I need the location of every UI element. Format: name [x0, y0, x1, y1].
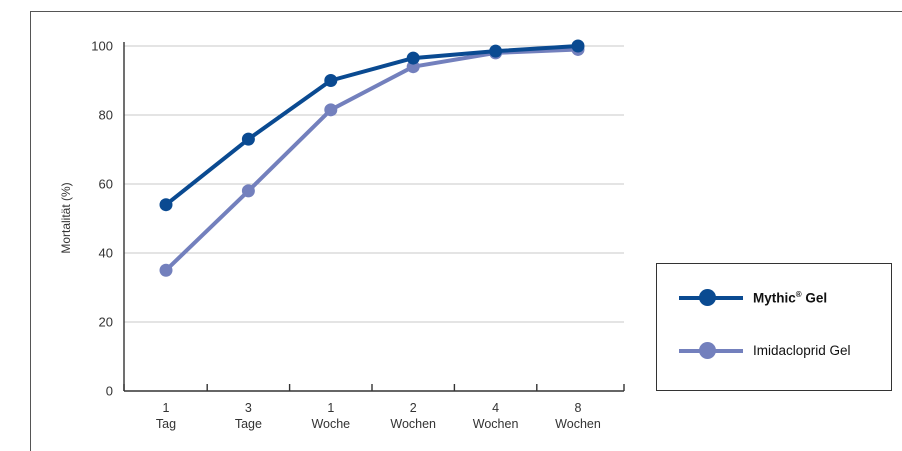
- legend-swatch-dot: [699, 289, 716, 306]
- legend-item-mythic: Mythic® Gel: [657, 286, 893, 310]
- x-tick-label: 1: [163, 401, 170, 415]
- x-tick-label: Tag: [156, 417, 176, 431]
- x-tick-label: Wochen: [390, 417, 436, 431]
- x-tick-labels: 1 Tag 3 Tage 1 Woche 2 Wochen 4 Wochen 8 Wochen: [156, 401, 601, 431]
- line-chart: 0 20 40 60 80 100 1 Tag 3 Tage 1 Woche 2 Wochen 4 Woch…: [59, 39, 625, 431]
- data-point: [241, 132, 255, 146]
- x-tick-label: 4: [492, 401, 499, 415]
- y-tick-label: 40: [99, 246, 113, 261]
- y-tick-label: 60: [99, 177, 113, 192]
- x-tick-label: Wochen: [555, 417, 601, 431]
- x-tick-label: 3: [245, 401, 252, 415]
- data-point: [159, 198, 173, 212]
- x-tick-label: Woche: [311, 417, 350, 431]
- legend-label: Imidacloprid Gel: [753, 343, 851, 358]
- axes: [123, 42, 625, 392]
- y-tick-labels: 0 20 40 60 80 100: [91, 39, 113, 399]
- legend-label: Mythic® Gel: [753, 290, 828, 306]
- data-point: [489, 44, 503, 58]
- chart-frame: [30, 11, 902, 451]
- x-tick-label: Wochen: [473, 417, 519, 431]
- data-point: [241, 184, 255, 198]
- x-tick-label: 1: [327, 401, 334, 415]
- legend-swatch-dot: [699, 342, 716, 359]
- data-point: [571, 39, 585, 53]
- x-tick-label: 2: [410, 401, 417, 415]
- series-group: [159, 39, 585, 277]
- data-point: [406, 51, 420, 65]
- series-line: [164, 47, 580, 273]
- x-tick-label: Tage: [235, 417, 262, 431]
- y-tick-label: 80: [99, 108, 113, 123]
- data-point: [324, 74, 338, 87]
- legend-item-imidacloprid: Imidacloprid Gel: [657, 339, 893, 363]
- y-axis-label: Mortalität (%): [59, 182, 73, 253]
- series-line: [164, 44, 580, 207]
- data-point: [159, 263, 173, 277]
- y-tick-label: 100: [91, 39, 113, 54]
- legend: Mythic® Gel Imidacloprid Gel: [656, 263, 892, 391]
- y-tick-label: 20: [99, 315, 113, 330]
- y-tick-label: 0: [106, 384, 113, 399]
- gridlines: [124, 45, 624, 323]
- data-point: [324, 103, 338, 117]
- x-tick-label: 8: [575, 401, 582, 415]
